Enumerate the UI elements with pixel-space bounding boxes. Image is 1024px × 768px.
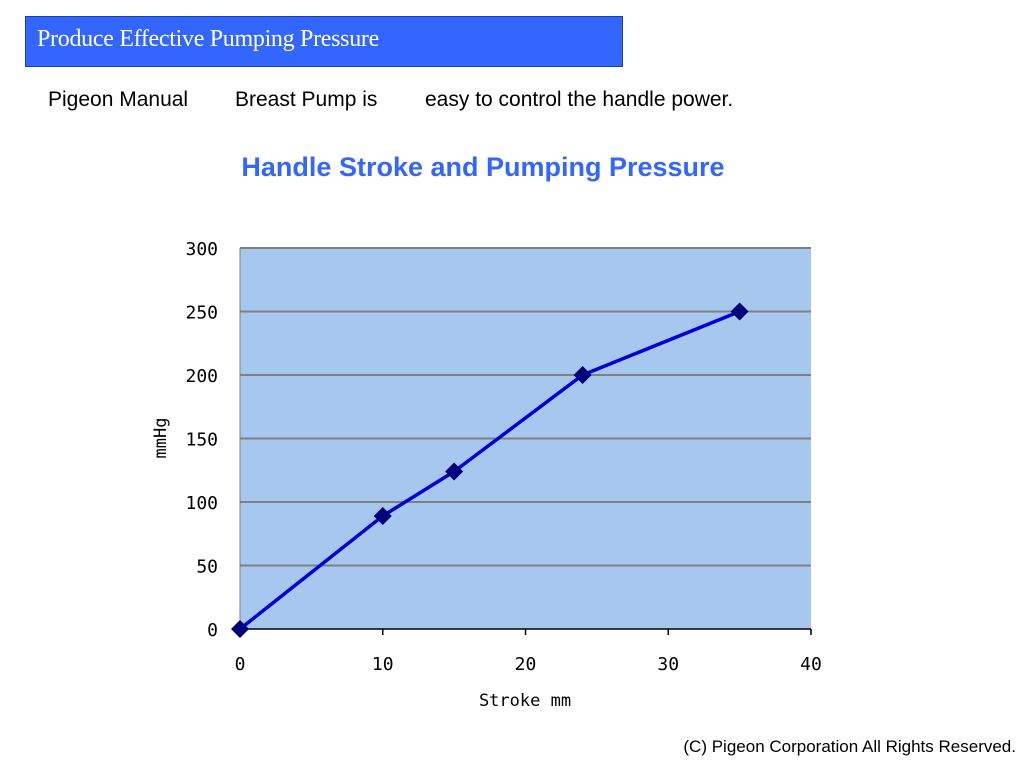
copyright-footer: (C) Pigeon Corporation All Rights Reserv…	[683, 737, 1016, 756]
y-tick-labels: 0 50 100 150 200 250 300	[185, 239, 218, 641]
y-tick-label: 100	[185, 493, 218, 514]
y-tick-label: 300	[185, 239, 218, 260]
y-tick-label: 0	[207, 620, 218, 641]
y-tick-label: 50	[196, 557, 218, 578]
y-tick-label: 250	[185, 303, 218, 324]
data-point-marker	[573, 366, 592, 384]
x-ticks: 0 10 20 30 40	[235, 629, 822, 675]
gridlines	[240, 247, 811, 567]
data-point-marker	[231, 620, 249, 638]
y-tick-label: 200	[185, 366, 218, 387]
x-axis-title: Stroke mm	[479, 691, 571, 711]
subtitle-part-2: Breast Pump is	[235, 88, 378, 111]
data-point-marker	[445, 462, 464, 481]
x-tick-label: 40	[800, 654, 822, 675]
title-banner: Produce Effective Pumping Pressure	[25, 16, 623, 67]
y-axis-title: mmHg	[151, 418, 171, 459]
subtitle-part-1: Pigeon Manual	[48, 88, 189, 111]
x-tick-label: 30	[657, 654, 679, 675]
subtitle-part-3: easy to control the handle power.	[425, 88, 734, 111]
x-tick-label: 10	[372, 654, 394, 675]
x-tick-label: 0	[235, 654, 246, 675]
data-point-marker	[373, 506, 392, 525]
chart-title: Handle Stroke and Pumping Pressure	[241, 152, 725, 182]
series	[231, 302, 749, 638]
data-point-marker	[730, 302, 749, 321]
page-title: Produce Effective Pumping Pressure	[37, 26, 379, 52]
y-tick-label: 150	[185, 430, 218, 451]
x-tick-label: 20	[515, 654, 537, 675]
